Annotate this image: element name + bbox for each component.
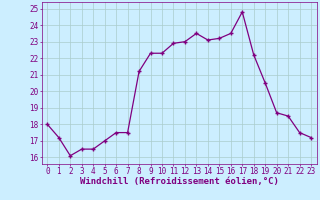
X-axis label: Windchill (Refroidissement éolien,°C): Windchill (Refroidissement éolien,°C) bbox=[80, 177, 279, 186]
